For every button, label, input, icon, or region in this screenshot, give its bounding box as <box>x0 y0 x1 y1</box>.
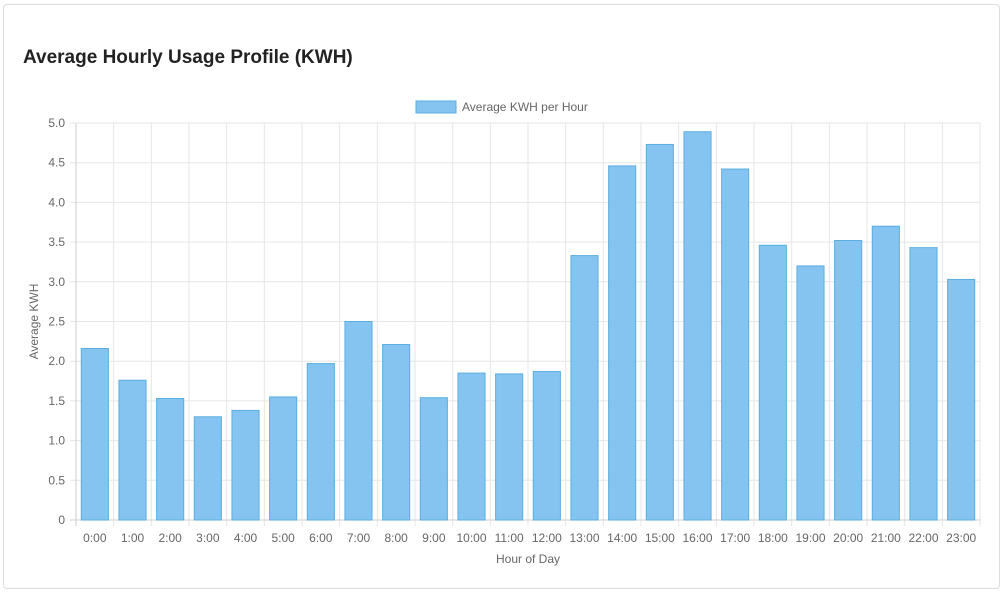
x-tick-label: 2:00 <box>158 531 182 545</box>
x-tick-label: 17:00 <box>720 531 750 545</box>
x-tick-label: 16:00 <box>682 531 712 545</box>
x-tick-label: 0:00 <box>83 531 107 545</box>
x-tick-label: 9:00 <box>422 531 446 545</box>
x-tick-label: 10:00 <box>456 531 486 545</box>
x-tick-label: 13:00 <box>569 531 599 545</box>
y-tick-label: 5.0 <box>48 116 65 130</box>
y-tick-label: 1.5 <box>48 394 65 408</box>
bar[interactable] <box>683 131 712 521</box>
bar[interactable] <box>947 278 976 521</box>
y-tick-label: 2.5 <box>48 315 65 329</box>
chart-grid <box>70 122 981 526</box>
x-tick-label: 6:00 <box>309 531 333 545</box>
bar[interactable] <box>909 247 938 521</box>
bar[interactable] <box>269 396 298 521</box>
x-tick-label: 19:00 <box>795 531 825 545</box>
x-tick-label: 23:00 <box>946 531 976 545</box>
x-tick-label: 20:00 <box>833 531 863 545</box>
y-tick-label: 1.0 <box>48 434 65 448</box>
y-axis-ticks: 0 0.5 1.0 1.5 2.0 2.5 3.0 3.5 4.0 4.5 5.0 <box>48 116 65 527</box>
bar[interactable] <box>344 321 373 521</box>
bar[interactable] <box>457 372 486 521</box>
x-tick-label: 8:00 <box>384 531 408 545</box>
legend-label[interactable]: Average KWH per Hour <box>462 100 588 114</box>
bar[interactable] <box>382 344 411 521</box>
legend-swatch[interactable] <box>415 100 457 114</box>
bar[interactable] <box>306 363 335 521</box>
bar[interactable] <box>796 265 825 521</box>
chart-card-title: Average Hourly Usage Profile (KWH) <box>23 47 353 68</box>
bar[interactable] <box>645 143 674 521</box>
bar[interactable] <box>570 255 599 521</box>
x-tick-label: 14:00 <box>607 531 637 545</box>
x-tick-label: 11:00 <box>495 531 524 545</box>
x-tick-label: 21:00 <box>871 531 901 545</box>
bar[interactable] <box>721 168 750 521</box>
x-tick-label: 22:00 <box>908 531 938 545</box>
chart-bars <box>80 131 976 521</box>
bar[interactable] <box>532 371 561 521</box>
x-tick-label: 5:00 <box>271 531 295 545</box>
x-tick-label: 18:00 <box>758 531 788 545</box>
y-tick-label: 0 <box>58 513 65 527</box>
x-tick-label: 4:00 <box>234 531 258 545</box>
x-axis-ticks: 0:00 1:00 2:00 3:00 4:00 5:00 6:00 7:00 8:00 9:00… <box>83 531 976 545</box>
y-tick-label: 4.5 <box>48 156 65 170</box>
bar[interactable] <box>758 244 787 521</box>
x-tick-label: 15:00 <box>645 531 675 545</box>
y-axis-title: Average KWH <box>27 284 41 360</box>
y-tick-label: 3.5 <box>48 235 65 249</box>
chart-legend[interactable]: Average KWH per Hour <box>415 100 588 114</box>
bar[interactable] <box>193 416 222 521</box>
bar[interactable] <box>118 379 147 521</box>
y-tick-label: 2.0 <box>48 354 65 368</box>
y-tick-label: 3.0 <box>48 275 65 289</box>
bar[interactable] <box>419 397 448 521</box>
x-tick-label: 1:00 <box>121 531 145 545</box>
bar[interactable] <box>495 373 524 521</box>
bar[interactable] <box>608 165 637 521</box>
x-axis-title: Hour of Day <box>496 552 560 566</box>
bar[interactable] <box>231 409 260 521</box>
bar[interactable] <box>871 225 900 521</box>
y-tick-label: 4.0 <box>48 195 65 209</box>
y-tick-label: 0.5 <box>48 473 65 487</box>
bar[interactable] <box>834 240 863 521</box>
x-tick-label: 12:00 <box>532 531 562 545</box>
bar[interactable] <box>80 347 109 521</box>
bar[interactable] <box>156 398 185 521</box>
x-tick-label: 3:00 <box>196 531 220 545</box>
x-tick-label: 7:00 <box>347 531 371 545</box>
